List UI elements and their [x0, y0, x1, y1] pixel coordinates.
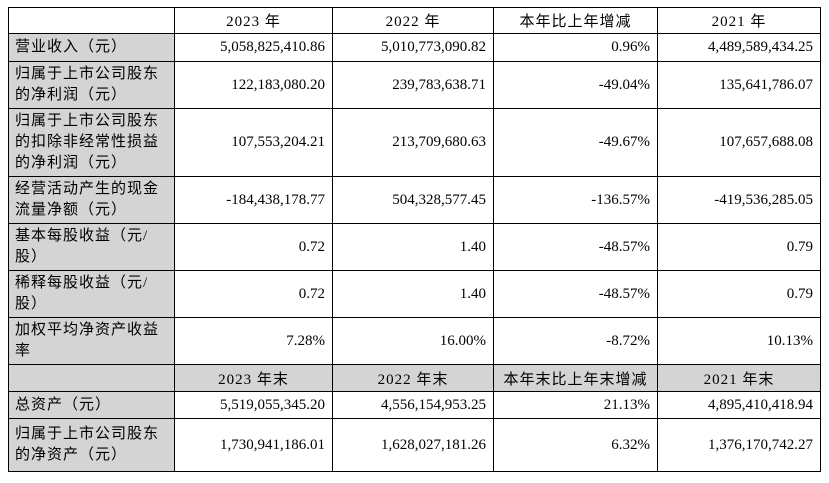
- header-2022-end: 2022 年末: [332, 364, 494, 392]
- value-2021: 107,657,688.08: [657, 108, 821, 177]
- corner-cell: [8, 364, 175, 392]
- header-2021: 2021 年: [657, 7, 821, 34]
- value-2022: 1.40: [332, 270, 494, 318]
- value-change: -136.57%: [493, 176, 658, 224]
- value-2022: 504,328,577.45: [332, 176, 494, 224]
- value-2023: 5,058,825,410.86: [174, 33, 333, 62]
- corner-cell: [8, 7, 175, 34]
- row-label: 基本每股收益（元/股）: [8, 223, 175, 271]
- value-change: -48.57%: [493, 270, 658, 318]
- value-2021: 135,641,786.07: [657, 61, 821, 109]
- row-label: 稀释每股收益（元/股）: [8, 270, 175, 318]
- header-yoy-change: 本年比上年增减: [493, 7, 658, 34]
- value-change: -8.72%: [493, 317, 658, 365]
- value-2023: -184,438,178.77: [174, 176, 333, 224]
- value-2023: 107,553,204.21: [174, 108, 333, 177]
- header-2021-end: 2021 年末: [657, 364, 821, 392]
- document-page: 2023 年 2022 年 本年比上年增减 2021 年 营业收入（元） 5,0…: [0, 7, 829, 483]
- value-2021: 0.79: [657, 270, 821, 318]
- table-row-net-profit: 归属于上市公司股东的净利润（元） 122,183,080.20 239,783,…: [8, 61, 821, 109]
- table-row-revenue: 营业收入（元） 5,058,825,410.86 5,010,773,090.8…: [8, 33, 821, 62]
- row-label: 经营活动产生的现金流量净额（元）: [8, 176, 175, 224]
- table-row-operating-cash-flow: 经营活动产生的现金流量净额（元） -184,438,178.77 504,328…: [8, 176, 821, 224]
- header-yoy-end-change: 本年末比上年末增减: [493, 364, 658, 392]
- value-2023: 5,519,055,345.20: [174, 391, 333, 419]
- value-2021: 1,376,170,742.27: [657, 418, 821, 472]
- value-2022: 5,010,773,090.82: [332, 33, 494, 62]
- value-2022: 1.40: [332, 223, 494, 271]
- row-label: 总资产（元）: [8, 391, 175, 419]
- value-2022: 1,628,027,181.26: [332, 418, 494, 472]
- value-change: -49.67%: [493, 108, 658, 177]
- table-row-net-assets: 归属于上市公司股东的净资产（元） 1,730,941,186.01 1,628,…: [8, 418, 821, 472]
- value-2022: 4,556,154,953.25: [332, 391, 494, 419]
- header-2023-end: 2023 年末: [174, 364, 333, 392]
- header-2023: 2023 年: [174, 7, 333, 34]
- table-row-weighted-avg-roe: 加权平均净资产收益率 7.28% 16.00% -8.72% 10.13%: [8, 317, 821, 365]
- value-2023: 7.28%: [174, 317, 333, 365]
- key-financials-table: 2023 年 2022 年 本年比上年增减 2021 年 营业收入（元） 5,0…: [8, 7, 821, 472]
- table-row-basic-eps: 基本每股收益（元/股） 0.72 1.40 -48.57% 0.79: [8, 223, 821, 271]
- value-change: 0.96%: [493, 33, 658, 62]
- value-change: 6.32%: [493, 418, 658, 472]
- value-2023: 1,730,941,186.01: [174, 418, 333, 472]
- value-2023: 0.72: [174, 270, 333, 318]
- value-2023: 0.72: [174, 223, 333, 271]
- table-row-deducted-net-profit: 归属于上市公司股东的扣除非经常性损益的净利润（元） 107,553,204.21…: [8, 108, 821, 177]
- table-row-total-assets: 总资产（元） 5,519,055,345.20 4,556,154,953.25…: [8, 391, 821, 419]
- header-row-year: 2023 年 2022 年 本年比上年增减 2021 年: [8, 7, 821, 34]
- header-2022: 2022 年: [332, 7, 494, 34]
- value-2023: 122,183,080.20: [174, 61, 333, 109]
- value-2022: 16.00%: [332, 317, 494, 365]
- value-2021: 4,895,410,418.94: [657, 391, 821, 419]
- value-2021: -419,536,285.05: [657, 176, 821, 224]
- row-label: 归属于上市公司股东的扣除非经常性损益的净利润（元）: [8, 108, 175, 177]
- table-row-diluted-eps: 稀释每股收益（元/股） 0.72 1.40 -48.57% 0.79: [8, 270, 821, 318]
- value-2021: 10.13%: [657, 317, 821, 365]
- row-label: 归属于上市公司股东的净资产（元）: [8, 418, 175, 472]
- row-label: 归属于上市公司股东的净利润（元）: [8, 61, 175, 109]
- value-2021: 4,489,589,434.25: [657, 33, 821, 62]
- value-2022: 213,709,680.63: [332, 108, 494, 177]
- header-row-year-end: 2023 年末 2022 年末 本年末比上年末增减 2021 年末: [8, 364, 821, 392]
- value-2021: 0.79: [657, 223, 821, 271]
- value-change: -49.04%: [493, 61, 658, 109]
- row-label: 营业收入（元）: [8, 33, 175, 62]
- row-label: 加权平均净资产收益率: [8, 317, 175, 365]
- value-change: 21.13%: [493, 391, 658, 419]
- value-2022: 239,783,638.71: [332, 61, 494, 109]
- value-change: -48.57%: [493, 223, 658, 271]
